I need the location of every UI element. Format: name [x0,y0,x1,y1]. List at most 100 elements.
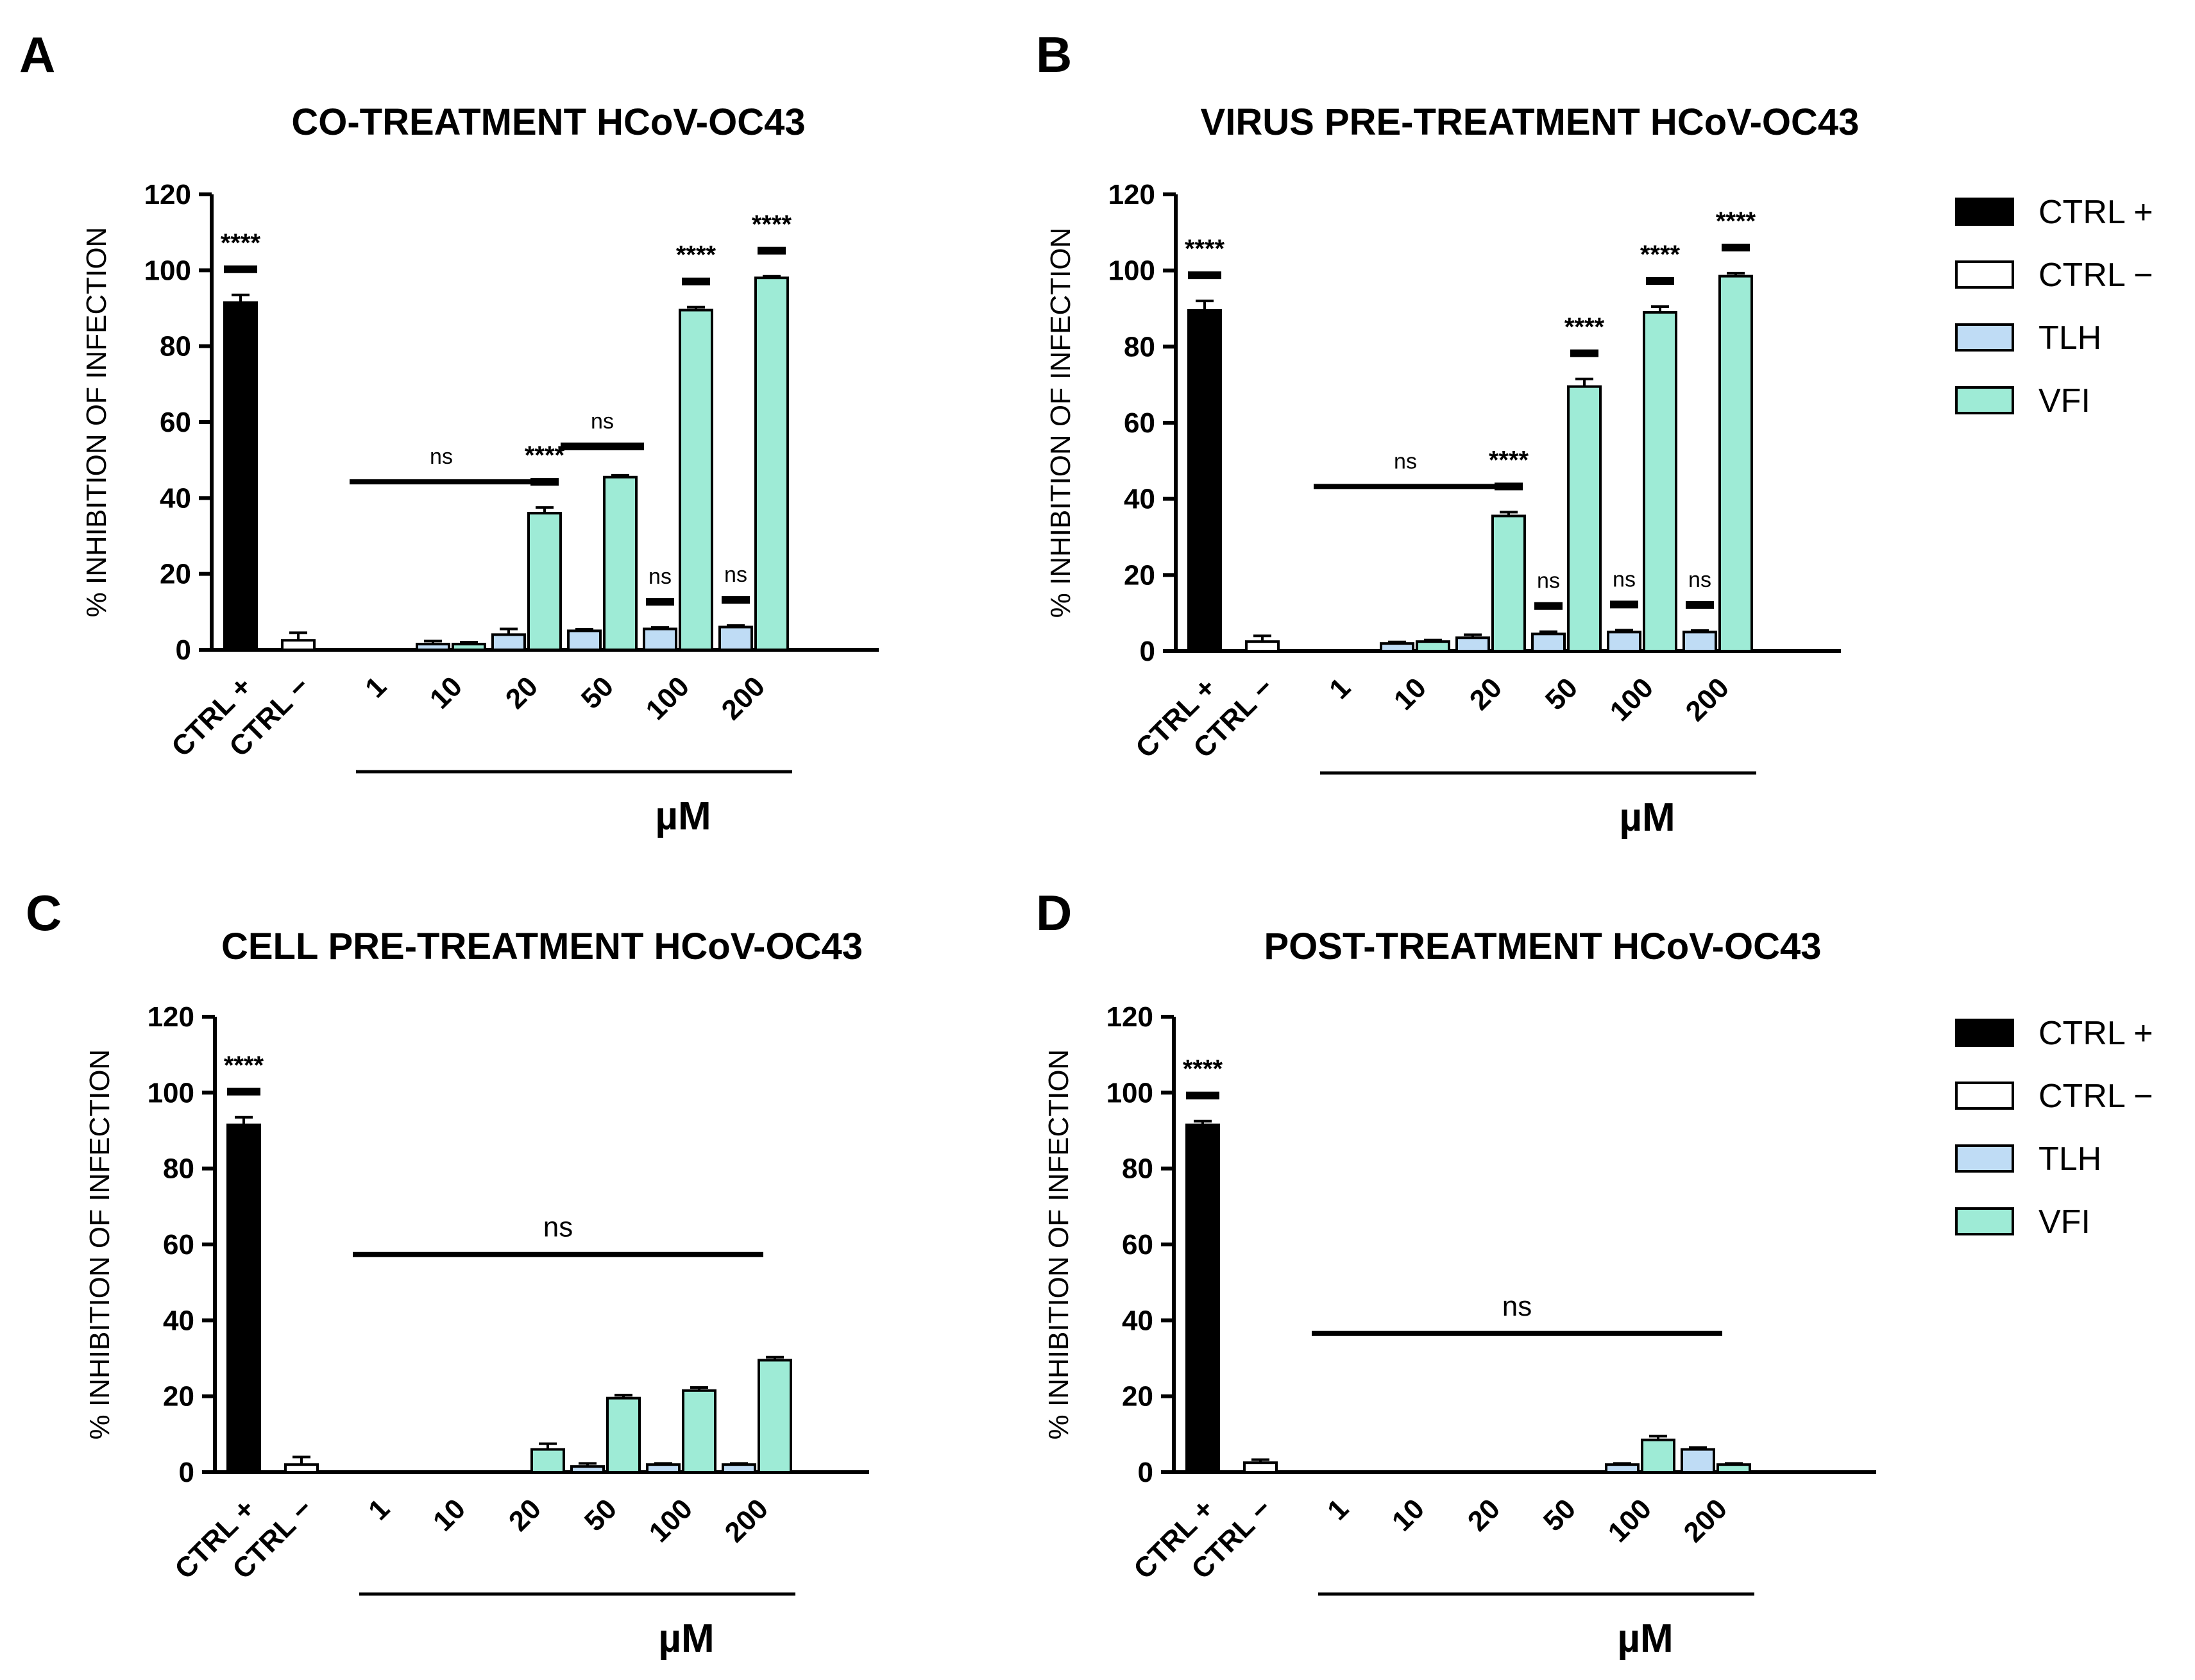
significance-ns: ns [1502,1291,1532,1322]
y-tick-label: 60 [1122,1229,1153,1260]
bar-tlh [1531,632,1566,652]
y-tick-label: 0 [1138,1457,1153,1488]
bar-vfi [682,1389,716,1474]
bar-vfi [530,1448,565,1473]
significance-ns: ns [1394,449,1417,473]
bar-vfi [754,276,789,651]
bar-ctrl-negative [284,1463,319,1474]
bar-tlh [416,643,450,651]
significance-stars: **** [221,229,261,257]
bar-tlh [1681,1448,1715,1473]
chart-title: CO-TREATMENT HCoV-OC43 [291,101,805,143]
y-tick-label: 20 [163,1381,194,1413]
legend-swatch [1955,1207,2014,1235]
panel-letter: B [1036,26,1072,83]
bar-vfi [1567,385,1602,653]
legend-swatch [1955,1082,2014,1110]
chart-panel-b: B VIRUS PRE-TREATMENT HCoV-OC43 0 20 40 60 80 1… [1036,26,1859,840]
x-axis-unit: µM [658,1616,714,1661]
y-tick-label: 0 [1140,636,1155,667]
y-axis-label: % INHIBITION OF INFECTION [1043,1049,1074,1440]
legend-label: TLH [2038,319,2101,357]
chart-title: CELL PRE-TREATMENT HCoV-OC43 [221,926,863,967]
panel-letter: A [19,26,55,83]
bar-vfi [452,643,486,651]
bar-vfi [603,475,638,652]
bar-tlh [643,627,677,651]
x-tick-label: 100 [1602,1493,1658,1548]
bar-vfi [527,512,562,651]
x-tick-label: 1 [1321,1493,1355,1526]
y-tick-label: 20 [1122,1381,1153,1413]
x-tick-label: 10 [427,1493,471,1537]
legend-label: VFI [2038,1203,2090,1241]
x-tick-label: 50 [579,1493,623,1537]
significance-ns: ns [1613,567,1636,591]
bar-ctrl-positive [1185,1123,1220,1473]
bar-tlh [1380,642,1414,653]
x-axis-unit: µM [655,794,711,838]
significance-stars: **** [1183,1055,1223,1083]
x-tick-label: 1 [362,1493,396,1526]
y-tick-label: 80 [160,331,191,362]
y-tick-label: 40 [160,482,191,514]
chart-panel-c: C CELL PRE-TREATMENT HCoV-OC43 0 20 40 60 80 10… [26,885,869,1661]
significance-stars: **** [1185,235,1225,263]
panel-letter: C [26,885,62,941]
x-tick-label: 200 [716,670,772,726]
y-tick-label: 80 [1122,1153,1153,1185]
significance-stars: **** [1564,313,1605,341]
legend-label: CTRL − [2038,257,2153,294]
y-tick-label: 40 [1124,484,1155,515]
y-tick-label: 120 [1108,179,1155,210]
x-tick-label: 20 [1464,672,1508,716]
significance-stars: **** [752,210,792,239]
bar-tlh [567,629,602,652]
legend-swatch [1955,198,2014,226]
legend-label: CTRL + [2038,1015,2153,1052]
legend-swatch [1955,1144,2014,1173]
legend-swatch [1955,386,2014,414]
y-axis-label: % INHIBITION OF INFECTION [84,1049,115,1440]
bar-tlh [1605,1463,1640,1474]
bar-vfi [1716,1463,1751,1474]
x-tick-label: 100 [640,670,696,726]
legend-swatch [1955,1019,2014,1047]
legend-swatch [1955,323,2014,352]
y-axis-label: % INHIBITION OF INFECTION [81,227,112,618]
bar-ctrl-positive [226,1123,261,1473]
bar-vfi [1416,640,1450,653]
chart-title: VIRUS PRE-TREATMENT HCoV-OC43 [1201,101,1860,143]
legend-label: TLH [2038,1141,2101,1178]
significance-ns: ns [1688,568,1711,592]
y-tick-label: 40 [1122,1305,1153,1336]
significance-stars: **** [676,241,716,269]
x-tick-label: 100 [1604,672,1660,727]
y-axis-label: % INHIBITION OF INFECTION [1045,228,1076,618]
x-tick-label: 20 [500,670,544,715]
bar-ctrl-negative [1243,1461,1278,1473]
bar-ctrl-negative [281,639,316,651]
x-tick-label: 200 [1678,1493,1734,1548]
y-tick-label: 100 [144,255,191,286]
legend: CTRL + CTRL − TLH VFI [1955,194,2153,420]
significance-ns: ns [648,564,672,589]
bar-ctrl-negative [1245,640,1280,653]
y-tick-label: 120 [144,179,191,210]
legend-label: CTRL − [2038,1078,2153,1115]
bar-tlh [722,1463,756,1474]
chart-panel-a: ACO-TREATMENT HCoV-OC43020406080100120% … [19,26,879,838]
significance-stars: **** [1640,241,1681,269]
bar-vfi [758,1359,792,1473]
legend-label: CTRL + [2038,194,2153,231]
y-tick-label: 20 [1124,559,1155,591]
significance-stars: **** [224,1051,264,1080]
significance-ns: ns [591,409,614,434]
legend-label: VFI [2038,382,2090,420]
x-tick-label: 1 [1323,672,1357,705]
y-tick-label: 60 [160,407,191,438]
x-tick-label: 20 [1462,1493,1506,1537]
significance-stars: **** [1489,446,1529,474]
bar-vfi [1641,1438,1675,1473]
